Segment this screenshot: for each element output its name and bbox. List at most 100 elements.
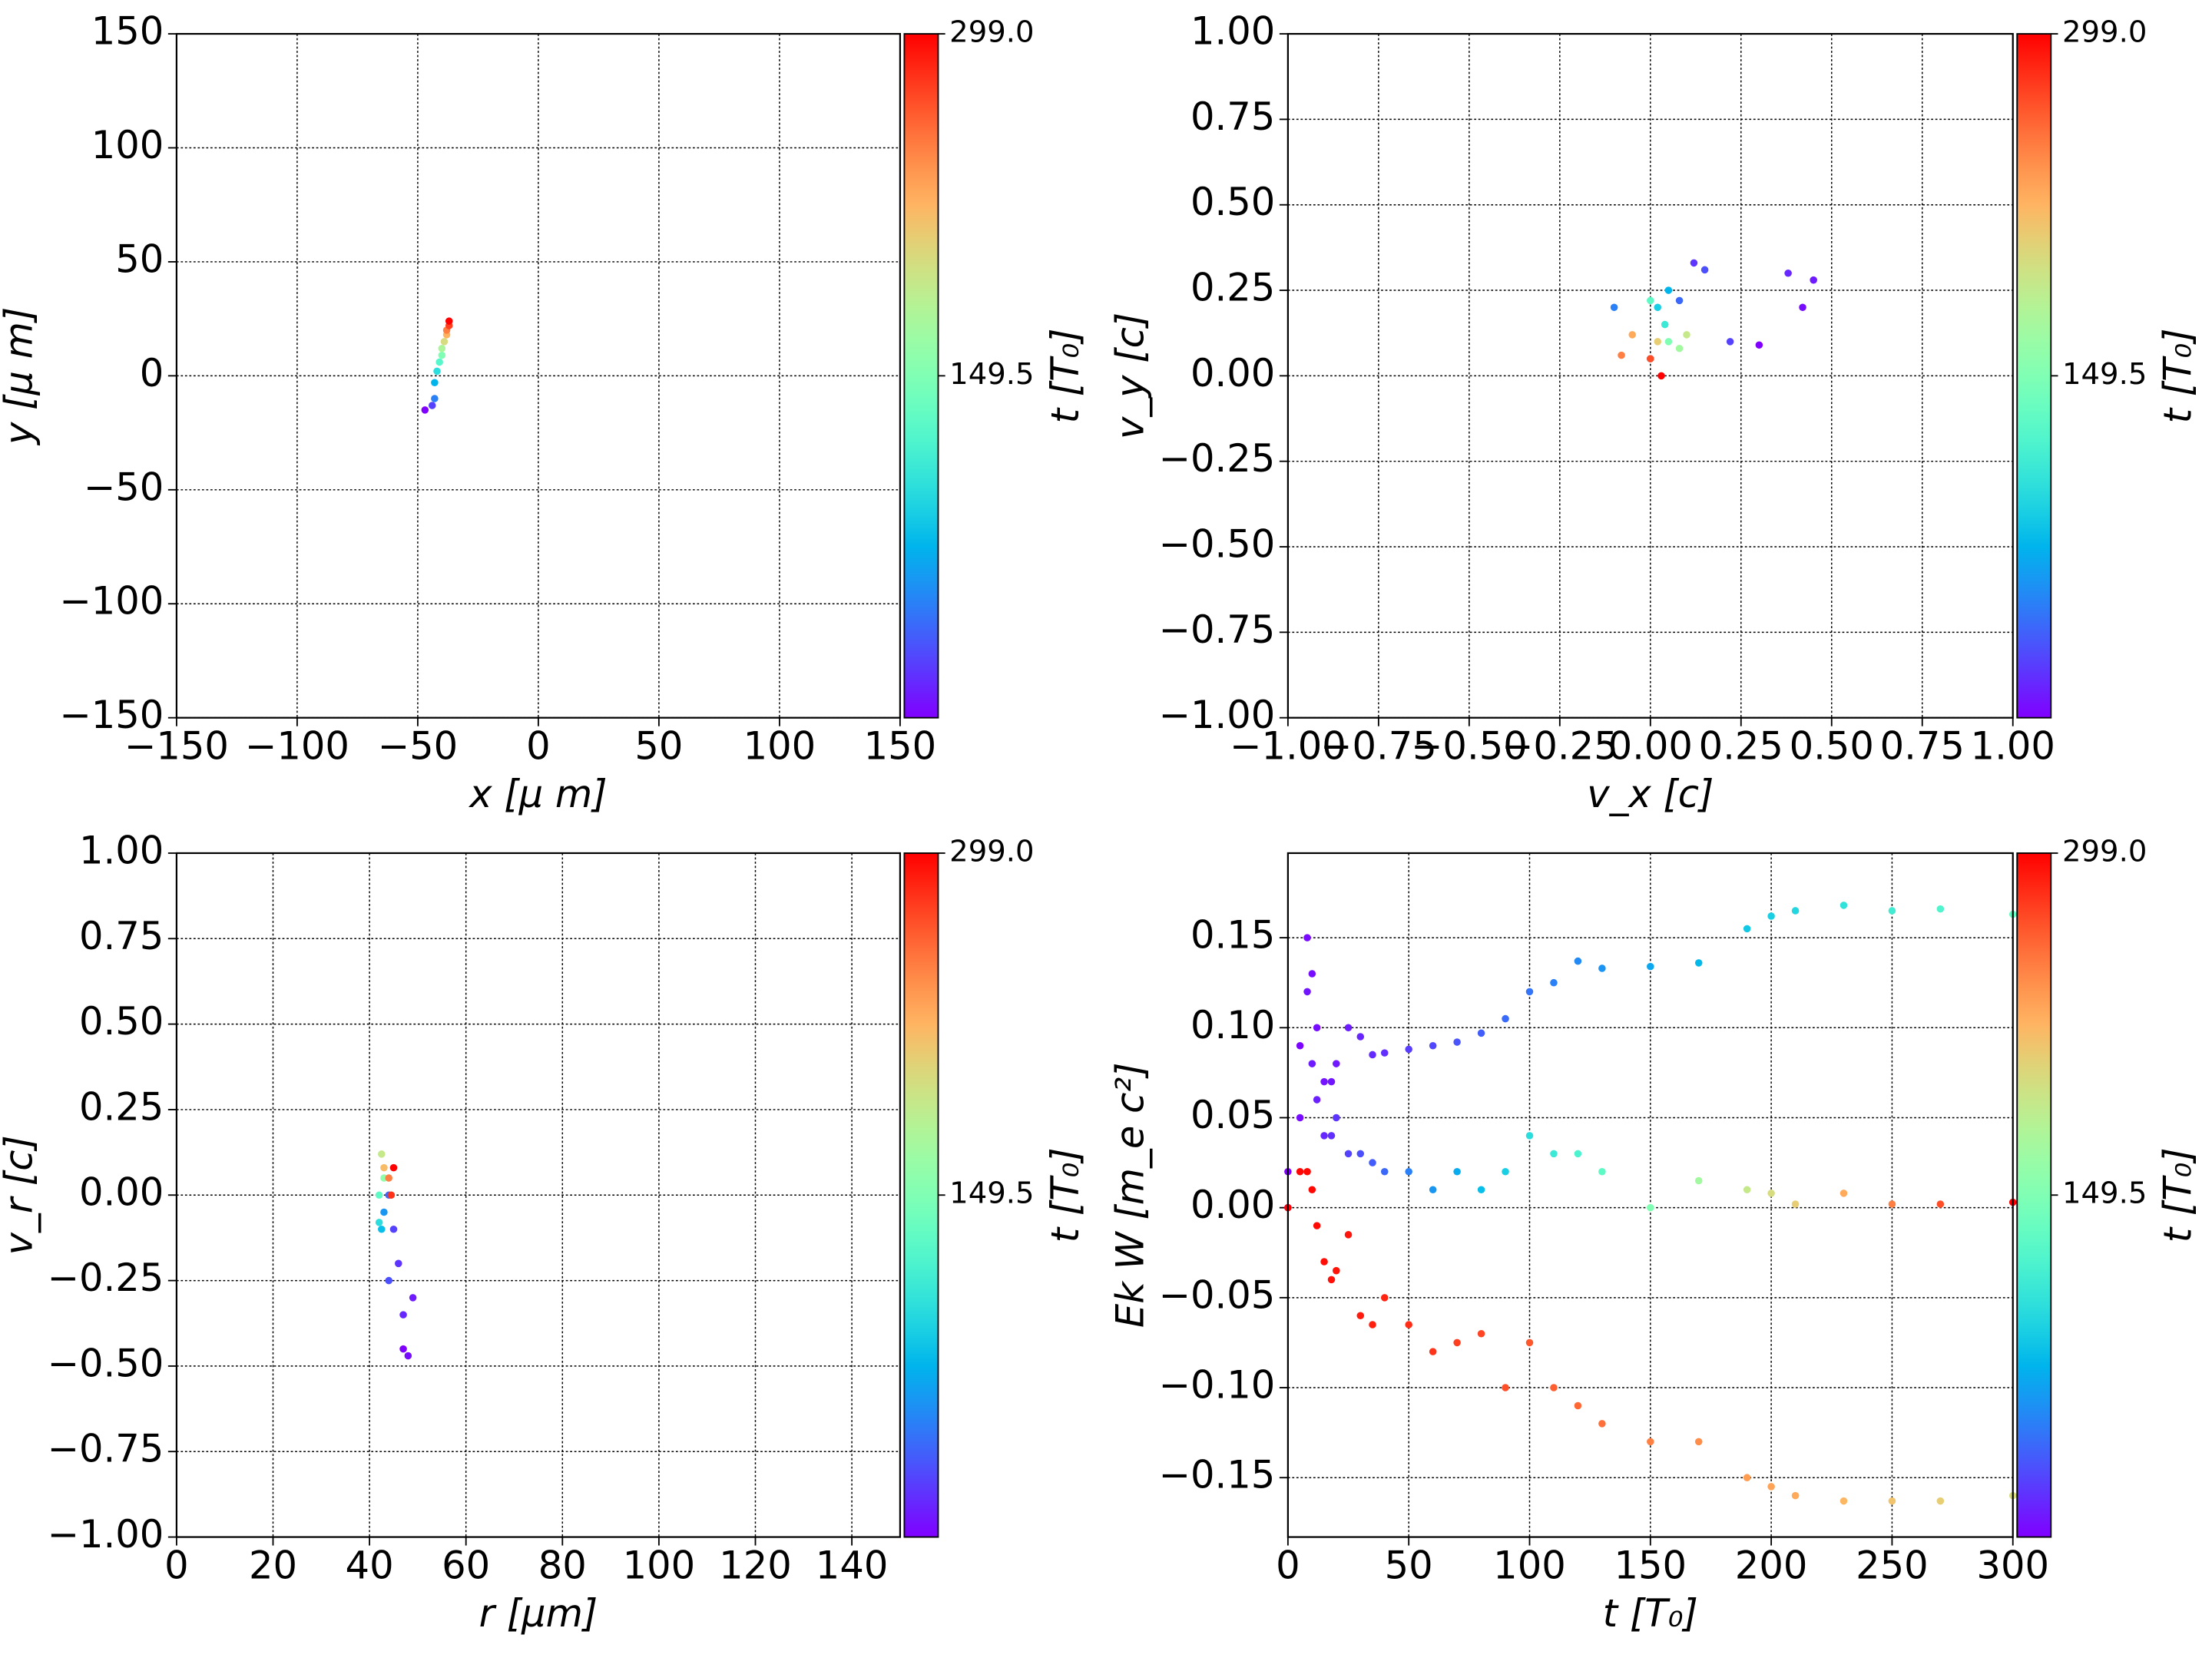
data-point [1767,912,1775,920]
x-tick-label: 100 [623,1543,696,1587]
data-point [1743,925,1751,933]
data-point [1405,1045,1412,1054]
data-point [1647,1203,1654,1212]
data-point [1313,1222,1321,1229]
data-point [1664,286,1673,294]
colorbar-label: t [T₀] [2156,328,2200,423]
x-tick-label: 0.50 [1790,724,1874,769]
data-point [1320,1132,1328,1140]
data-point [387,1191,396,1199]
data-point [1550,1384,1558,1391]
x-tick-label: 0 [1276,1543,1300,1587]
x-tick-label: 50 [1385,1543,1433,1587]
data-point [1502,1384,1509,1391]
x-tick-label: 50 [634,724,683,769]
data-point [1767,1483,1775,1491]
y-tick-label: 0.00 [1190,1183,1275,1227]
y-tick-label: 0.15 [1190,913,1275,958]
data-point [1453,1168,1461,1176]
colorbar [903,33,939,719]
data-point [1369,1321,1376,1329]
data-point [431,379,439,387]
data-point [438,351,446,359]
data-point [385,1276,392,1285]
data-point [1502,1014,1509,1023]
data-point [1574,1401,1582,1410]
data-point [1675,296,1684,305]
data-point [380,1163,388,1172]
data-point [1333,1060,1340,1067]
data-point [1647,355,1654,362]
data-point [1574,957,1582,965]
data-point [1628,331,1636,339]
data-point [1791,1491,1800,1500]
colorbar [2016,852,2052,1538]
data-point [1356,1312,1365,1320]
x-tick-label: 120 [719,1543,792,1587]
x-tick-label: 0.00 [1608,724,1693,769]
x-tick-label: 150 [864,724,937,769]
data-point [1308,970,1316,978]
data-point [1356,1033,1365,1041]
x-tick-label: 250 [1856,1543,1929,1587]
y-tick-label: 0.50 [1190,180,1275,224]
colorbar-label: t [T₀] [1043,328,1088,423]
data-point [1574,1150,1582,1158]
data-point [389,1163,398,1172]
data-point [378,1150,386,1158]
data-point [1303,1168,1311,1176]
data-point [375,1219,383,1226]
y-tick-label: 0.50 [79,999,164,1044]
data-point [1647,962,1654,971]
colorbar-tick-label: 299.0 [949,834,1034,869]
x-axis-label: t [T₀] [1603,1591,1698,1636]
data-point [1784,270,1792,277]
data-point [1477,1329,1485,1338]
y-tick-label: 0.05 [1190,1093,1275,1137]
colorbar-tick-label: 149.5 [949,357,1034,392]
y-tick-label: −100 [59,579,164,624]
y-tick-label: −50 [84,465,164,509]
data-point [433,367,441,376]
x-tick-label: −0.25 [1502,724,1618,769]
x-axis-label: r [μm] [479,1591,598,1636]
data-point [1477,1029,1485,1037]
x-axis-label: x [μ m] [468,772,607,816]
data-point [421,406,429,414]
data-point [1888,1497,1896,1505]
x-tick-label: 140 [816,1543,889,1587]
data-point [1936,1497,1945,1505]
x-tick-label: 0.75 [1880,724,1965,769]
data-point [1296,1041,1304,1050]
data-point [1369,1051,1376,1059]
x-tick-label: 0 [526,724,551,769]
x-tick-label: −100 [245,724,349,769]
colorbar-tick-label: 149.5 [2062,1176,2147,1211]
data-point [1477,1186,1485,1193]
axes-frame [1286,32,2014,719]
data-point [1453,1338,1461,1347]
data-point [1690,259,1698,267]
data-point [1661,320,1669,329]
data-point [1344,1150,1353,1158]
data-point [1743,1474,1751,1481]
y-tick-label: −0.15 [1158,1453,1275,1497]
data-point [1525,1338,1534,1347]
x-tick-label: 100 [1493,1543,1566,1587]
y-tick-label: 0.75 [79,914,164,958]
y-tick-label: 0.10 [1190,1003,1275,1047]
data-point [1429,1348,1437,1355]
y-tick-label: −150 [59,693,164,737]
data-point [431,395,439,402]
data-point [1313,1096,1321,1104]
x-tick-label: 40 [346,1543,394,1587]
data-point [1610,303,1618,312]
data-point [1405,1321,1412,1329]
colorbar [903,852,939,1538]
data-point [1327,1077,1336,1086]
data-point [1525,1132,1534,1140]
x-tick-label: 1.00 [1971,724,2055,769]
x-tick-label: −150 [124,724,229,769]
data-point [1839,902,1848,909]
y-tick-label: 0.00 [1190,351,1275,395]
